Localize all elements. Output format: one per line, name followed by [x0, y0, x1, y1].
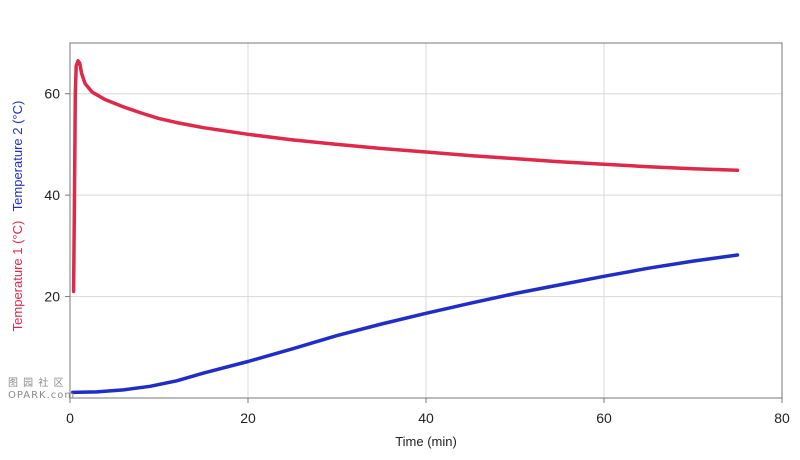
y-axis-label-temperature-2: Temperature 2 (°C): [10, 101, 25, 212]
watermark-line-2: OPARK.com: [8, 390, 76, 401]
x-tick-label: 0: [66, 410, 74, 426]
y-tick-label: 40: [44, 187, 60, 203]
series-line-2: [70, 253, 740, 395]
x-axis-label: Time (min): [395, 434, 457, 449]
x-tick-label: 20: [240, 410, 256, 426]
series-line-1: [71, 59, 740, 294]
x-tick-label: 60: [596, 410, 612, 426]
watermark: 图 园 社 区 OPARK.com: [8, 378, 75, 402]
y-tick-label: 20: [44, 289, 60, 305]
x-tick-label: 80: [774, 410, 790, 426]
y-tick-label: 60: [44, 86, 60, 102]
y-axis-label-temperature-1: Temperature 1 (°C): [10, 221, 25, 332]
watermark-line-1: 图 园 社 区: [8, 378, 65, 389]
x-tick-label: 40: [418, 410, 434, 426]
